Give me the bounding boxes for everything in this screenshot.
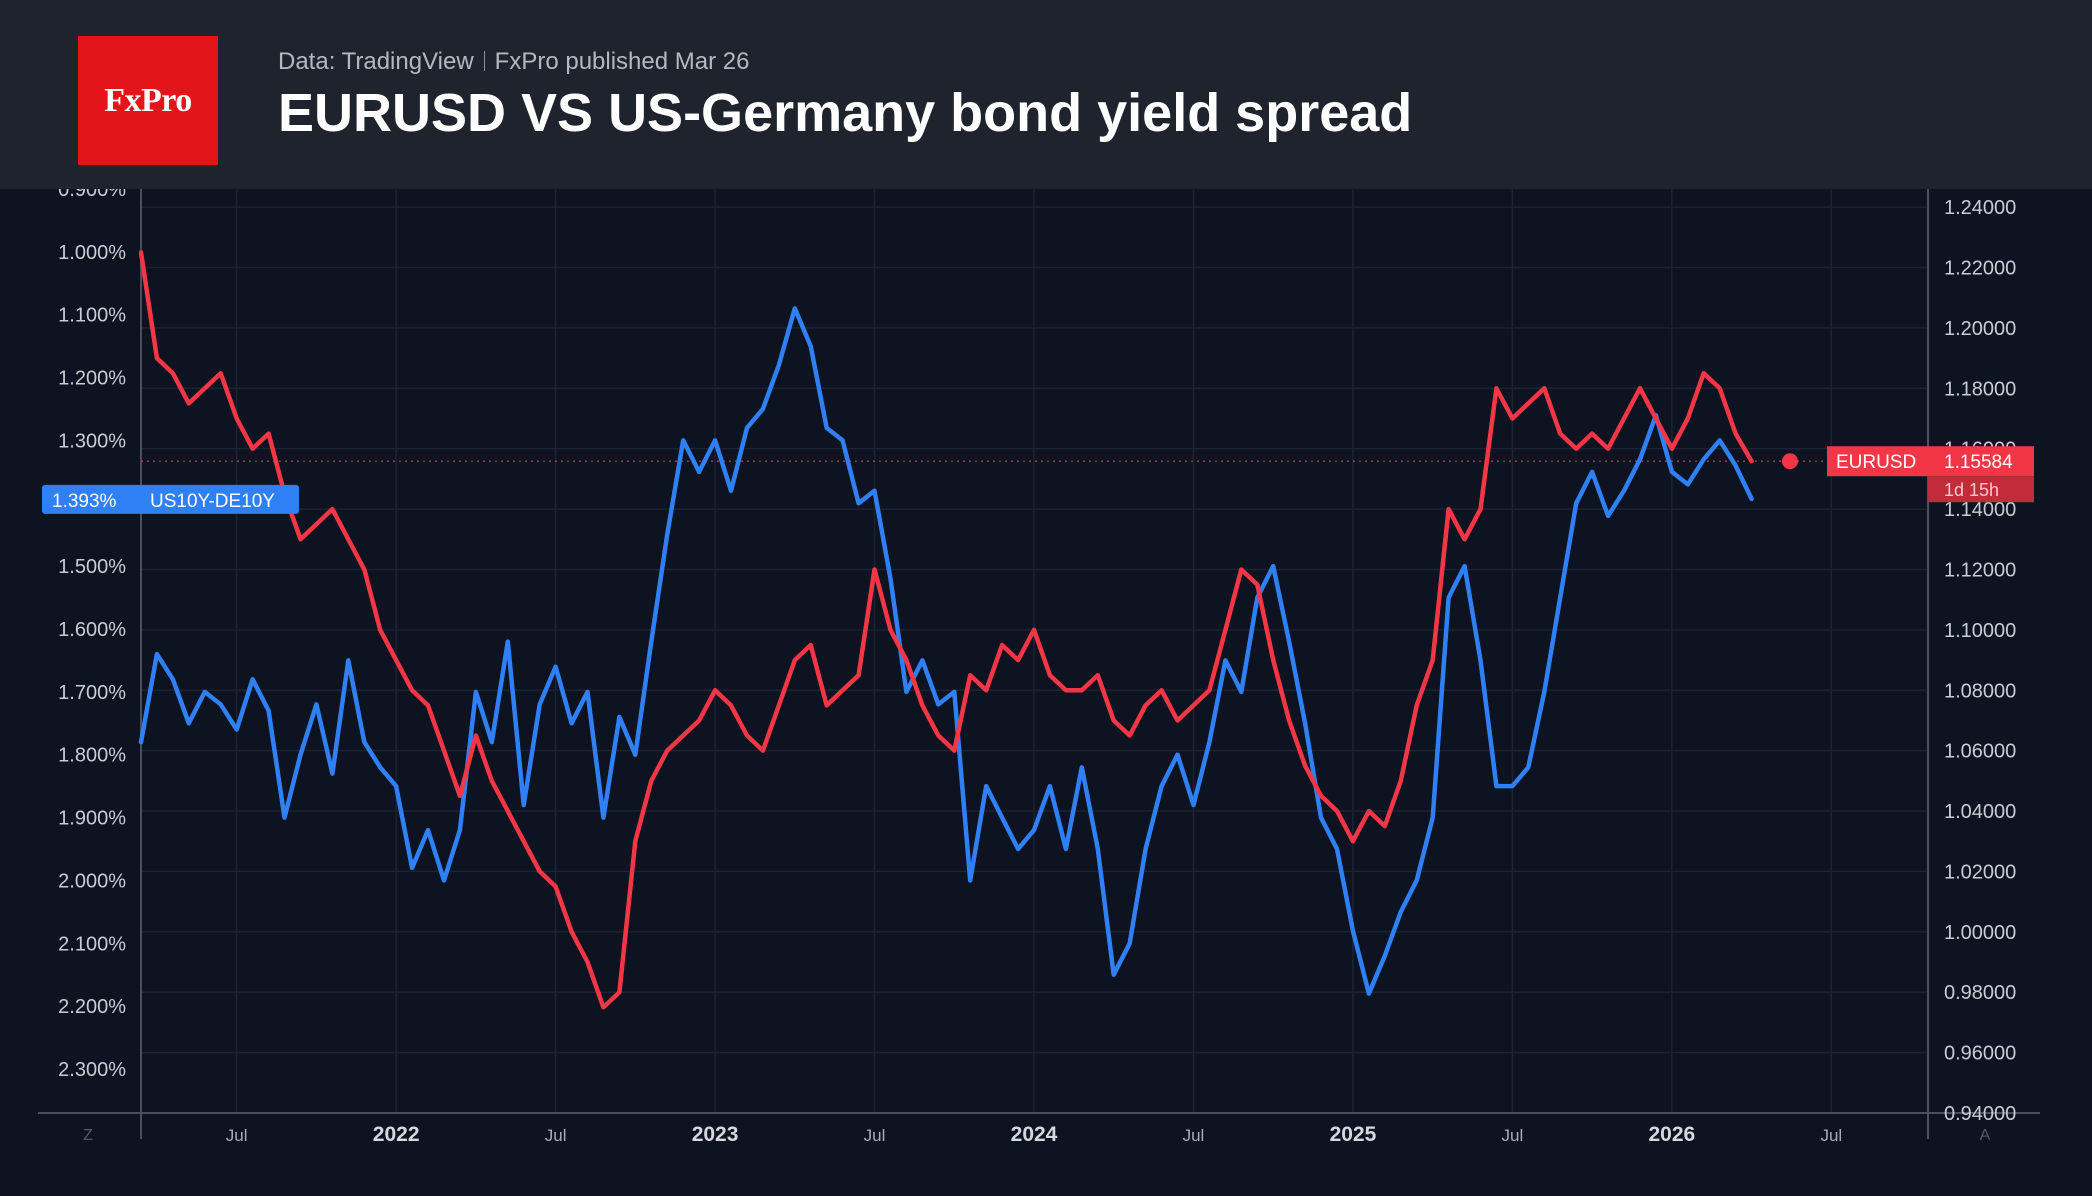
x-tick-label: Jul <box>226 1126 248 1145</box>
corner-label-left: Z <box>83 1127 93 1144</box>
left-tick-label: 2.100% <box>58 933 126 955</box>
left-tick-label: 1.300% <box>58 430 126 452</box>
x-tick-label: 2025 <box>1330 1123 1377 1146</box>
x-tick-label: Jul <box>1502 1126 1524 1145</box>
left-tick-label: 1.200% <box>58 368 126 390</box>
eurusd-countdown: 1d 15h <box>1944 480 1999 500</box>
spread-badge <box>42 484 299 514</box>
x-tick-label: 2023 <box>692 1123 739 1146</box>
left-tick-label: 2.000% <box>58 870 126 892</box>
x-tick-label: Jul <box>864 1126 886 1145</box>
corner-label-right: A <box>1980 1127 1991 1144</box>
right-tick-label: 1.14000 <box>1944 499 2016 521</box>
right-tick-label: 1.20000 <box>1944 318 2016 340</box>
x-tick-label: 2022 <box>373 1123 420 1146</box>
right-tick-label: 0.98000 <box>1944 982 2016 1004</box>
right-tick-label: 1.08000 <box>1944 680 2016 702</box>
eurusd-badge <box>1827 446 2034 477</box>
x-tick-label: 2024 <box>1011 1123 1058 1146</box>
line-chart[interactable]: 0.900% 1.000% 1.100% 1.200% 1.300% 1.500% 1.60… <box>0 189 2092 1196</box>
left-tick-label: 1.000% <box>58 242 126 264</box>
eurusd-badge-name: EURUSD <box>1836 452 1916 473</box>
left-tick-label: 1.500% <box>58 556 126 578</box>
x-tick-label: Jul <box>1183 1126 1205 1145</box>
x-tick-label: Jul <box>1820 1126 1842 1145</box>
x-tick-label: 2026 <box>1648 1123 1695 1146</box>
series-line-us10y-de10y <box>138 306 1754 996</box>
right-tick-label: 0.94000 <box>1944 1103 2016 1125</box>
right-tick-label: 1.12000 <box>1944 559 2016 581</box>
left-tick-label: 1.900% <box>58 808 126 830</box>
series-line-eurusd <box>138 250 1754 1010</box>
right-tick-label: 1.10000 <box>1944 620 2016 642</box>
meta-separator <box>483 51 485 71</box>
left-tick-label: 1.700% <box>58 682 126 704</box>
published-label: FxPro published Mar 26 <box>494 48 750 75</box>
right-tick-label: 0.96000 <box>1944 1043 2016 1065</box>
spread-badge-value: 1.393% <box>52 491 117 512</box>
right-tick-label: 1.04000 <box>1944 801 2016 823</box>
chart-title: EURUSD VS US-Germany bond yield spread <box>278 83 1413 143</box>
x-tick-label: Jul <box>545 1126 567 1145</box>
right-tick-label: 1.00000 <box>1944 922 2016 944</box>
left-tick-label: 0.900% <box>58 189 126 201</box>
right-tick-label: 1.06000 <box>1944 741 2016 763</box>
left-tick-label: 2.200% <box>58 996 126 1018</box>
right-tick-label: 1.24000 <box>1944 197 2016 219</box>
left-tick-label: 1.800% <box>58 745 126 767</box>
right-tick-label: 1.18000 <box>1944 378 2016 400</box>
eurusd-badge-value: 1.15584 <box>1944 452 2013 473</box>
left-tick-label: 2.300% <box>58 1059 126 1081</box>
data-source-label: Data: TradingView <box>278 48 474 75</box>
right-tick-label: 1.22000 <box>1944 258 2016 280</box>
chart-header: FxPro Data: TradingView FxPro published M… <box>0 0 2092 189</box>
left-tick-label: 1.600% <box>58 619 126 641</box>
header-meta: Data: TradingView FxPro published Mar 26 <box>278 48 749 76</box>
fxpro-logo: FxPro <box>78 36 218 165</box>
eurusd-countdown-badge <box>1928 476 2034 503</box>
eurusd-last-point <box>1782 453 1798 470</box>
right-tick-label: 1.02000 <box>1944 861 2016 883</box>
spread-badge-name: US10Y-DE10Y <box>150 491 275 512</box>
left-tick-label: 1.100% <box>58 305 126 327</box>
